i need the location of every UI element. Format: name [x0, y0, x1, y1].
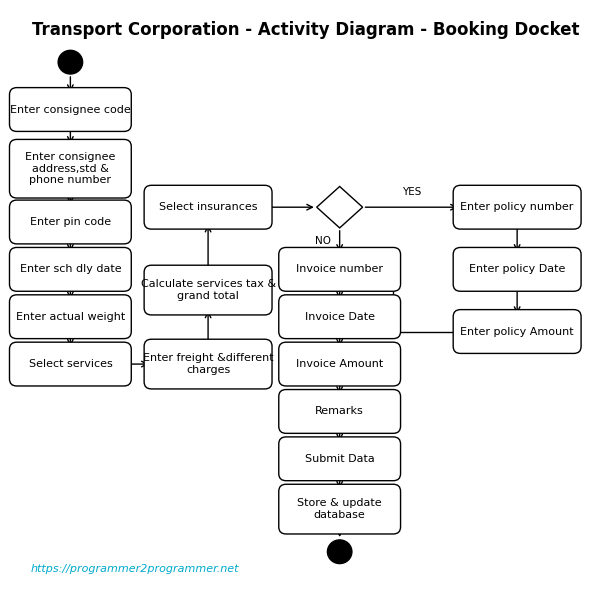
- Text: Invoice number: Invoice number: [296, 265, 383, 274]
- Text: Enter policy number: Enter policy number: [460, 202, 574, 212]
- FancyBboxPatch shape: [279, 484, 400, 534]
- Circle shape: [58, 50, 83, 74]
- Text: Enter consignee
address,std &
phone number: Enter consignee address,std & phone numb…: [25, 152, 116, 185]
- Text: Select insurances: Select insurances: [159, 202, 257, 212]
- Text: NO: NO: [315, 236, 330, 246]
- Circle shape: [327, 540, 352, 564]
- FancyBboxPatch shape: [453, 310, 581, 353]
- Text: Remarks: Remarks: [315, 407, 364, 416]
- Text: YES: YES: [402, 188, 421, 197]
- FancyBboxPatch shape: [279, 390, 400, 433]
- FancyBboxPatch shape: [144, 265, 272, 315]
- FancyBboxPatch shape: [279, 342, 400, 386]
- Text: Enter consignee code: Enter consignee code: [10, 105, 131, 114]
- Text: Invoice Date: Invoice Date: [305, 312, 375, 321]
- FancyBboxPatch shape: [279, 437, 400, 481]
- FancyBboxPatch shape: [10, 88, 131, 131]
- Text: Transport Corporation - Activity Diagram - Booking Docket: Transport Corporation - Activity Diagram…: [32, 21, 580, 38]
- Text: Submit Data: Submit Data: [305, 454, 375, 464]
- FancyBboxPatch shape: [144, 185, 272, 229]
- Text: https://programmer2programmer.net: https://programmer2programmer.net: [31, 564, 239, 574]
- Text: Enter policy Date: Enter policy Date: [469, 265, 565, 274]
- FancyBboxPatch shape: [10, 342, 131, 386]
- Text: Enter actual weight: Enter actual weight: [16, 312, 125, 321]
- FancyBboxPatch shape: [10, 247, 131, 291]
- FancyBboxPatch shape: [10, 295, 131, 339]
- Text: Select services: Select services: [29, 359, 112, 369]
- FancyBboxPatch shape: [279, 295, 400, 339]
- FancyBboxPatch shape: [10, 140, 131, 198]
- FancyBboxPatch shape: [144, 339, 272, 389]
- Polygon shape: [317, 186, 362, 228]
- Text: Store & update
database: Store & update database: [297, 498, 382, 520]
- FancyBboxPatch shape: [453, 247, 581, 291]
- Text: Calculate services tax &
grand total: Calculate services tax & grand total: [141, 279, 275, 301]
- FancyBboxPatch shape: [279, 247, 400, 291]
- Text: Enter pin code: Enter pin code: [30, 217, 111, 227]
- Text: Enter policy Amount: Enter policy Amount: [460, 327, 574, 336]
- Text: Enter freight &different
charges: Enter freight &different charges: [143, 353, 274, 375]
- Text: Invoice Amount: Invoice Amount: [296, 359, 383, 369]
- FancyBboxPatch shape: [10, 200, 131, 244]
- Text: Enter sch dly date: Enter sch dly date: [20, 265, 121, 274]
- FancyBboxPatch shape: [453, 185, 581, 229]
